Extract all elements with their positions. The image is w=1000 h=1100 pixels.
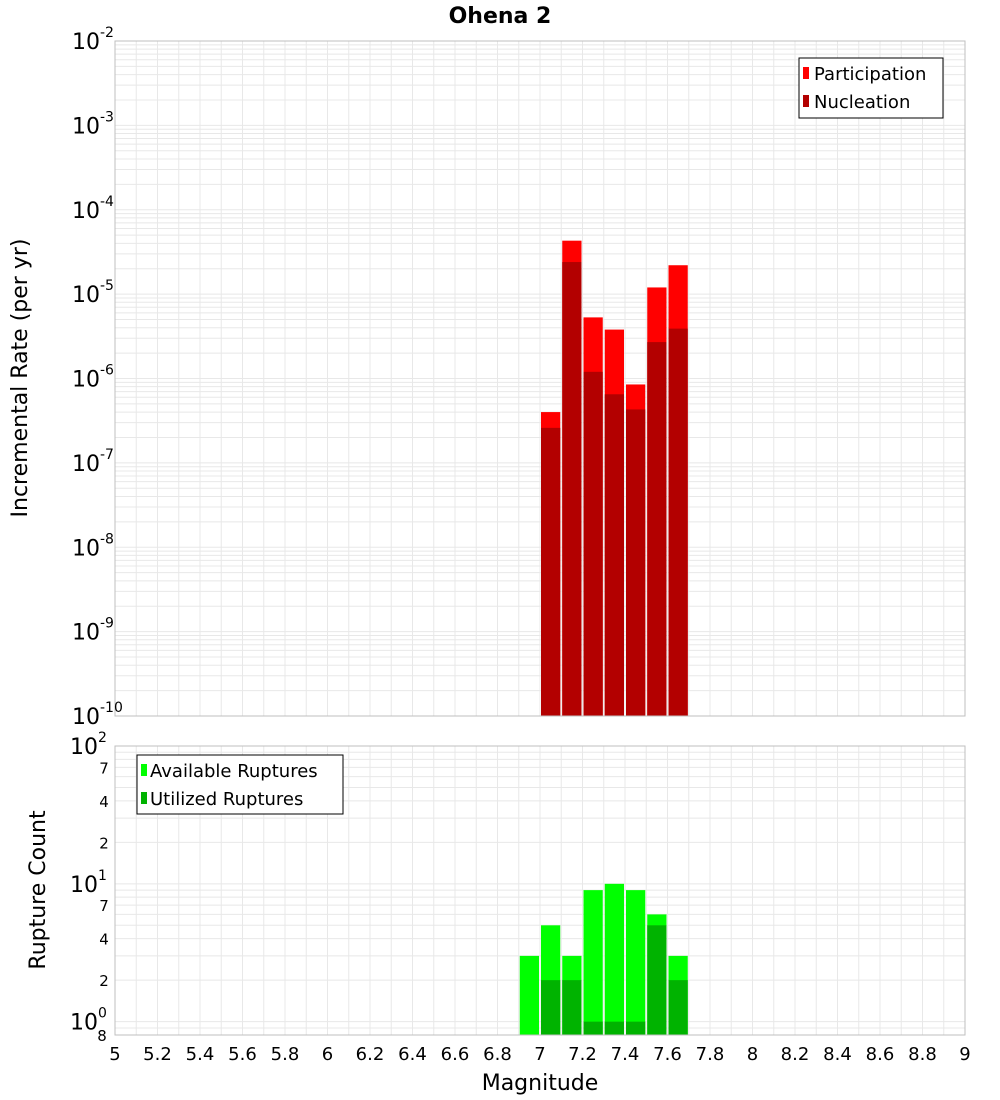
rate-y-tick-label: 10-5	[72, 278, 114, 308]
x-tick-label: 5.6	[228, 1044, 257, 1065]
count-y-minor-tick-label: 4	[99, 793, 109, 811]
nucleation-legend-label: Nucleation	[814, 92, 910, 113]
rate-y-tick-label: 10-4	[72, 194, 114, 224]
utilized-ruptures-bar	[647, 925, 667, 1035]
count-plot-y-ticks: 102 101 100 7 4 2 7 4 2 8	[70, 730, 109, 1045]
x-tick-label: 8.2	[781, 1044, 810, 1065]
rate-y-tick-label: 10-10	[72, 700, 123, 730]
rate-y-tick-label: 10-3	[72, 109, 114, 139]
rate-y-tick-label: 10-9	[72, 616, 114, 646]
x-tick-label: 7	[534, 1044, 545, 1065]
count-y-minor-tick-label: 2	[99, 834, 109, 852]
nucleation-bar	[562, 262, 582, 716]
nucleation-bar	[668, 328, 688, 716]
count-plot: 102 101 100 7 4 2 7 4 2 8 Rupture Count Available…	[26, 730, 971, 1096]
x-tick-label: 5	[109, 1044, 120, 1065]
utilized-legend-label: Utilized Ruptures	[150, 789, 303, 810]
count-y-tick-label: 102	[70, 730, 107, 760]
participation-legend-swatch	[803, 67, 809, 79]
utilized-ruptures-bar	[626, 1021, 646, 1035]
x-tick-label: 6.8	[483, 1044, 512, 1065]
rate-y-tick-label: 10-8	[72, 531, 114, 561]
nucleation-bar	[626, 409, 646, 716]
x-tick-label: 6.4	[398, 1044, 427, 1065]
x-tick-label: 9	[959, 1044, 970, 1065]
rate-y-axis-label: Incremental Rate (per yr)	[8, 239, 33, 518]
available-ruptures-bar	[604, 883, 624, 1035]
x-tick-label: 8.8	[908, 1044, 937, 1065]
utilized-legend-swatch	[141, 792, 147, 804]
x-tick-label: 6.6	[441, 1044, 470, 1065]
x-tick-label: 6	[322, 1044, 333, 1065]
x-tick-label: 7.2	[568, 1044, 597, 1065]
x-tick-label: 8.4	[823, 1044, 852, 1065]
count-y-minor-tick-label: 7	[99, 759, 109, 777]
rate-plot-frame	[114, 40, 966, 717]
x-tick-label: 5.2	[143, 1044, 172, 1065]
count-y-axis-label: Rupture Count	[26, 810, 51, 970]
count-plot-grid	[114, 745, 966, 1036]
nucleation-bar	[541, 427, 561, 716]
x-tick-label: 6.2	[356, 1044, 385, 1065]
rate-legend: Participation Nucleation	[798, 57, 944, 119]
rate-plot-bars	[541, 240, 688, 717]
count-plot-bars	[519, 883, 688, 1035]
count-y-minor-tick-label: 7	[99, 897, 109, 915]
rate-plot-grid	[114, 40, 966, 717]
chart-title: Ohena 2	[449, 4, 552, 29]
available-legend-swatch	[141, 764, 147, 776]
utilized-ruptures-bar	[668, 980, 688, 1035]
participation-legend-label: Participation	[814, 64, 926, 85]
rate-y-tick-label: 10-7	[72, 447, 114, 477]
rate-y-tick-label: 10-2	[72, 25, 114, 55]
rate-legend-box	[798, 57, 944, 119]
x-axis-label: Magnitude	[482, 1071, 599, 1096]
count-legend: Available Ruptures Utilized Ruptures	[136, 754, 344, 815]
count-legend-box	[136, 754, 344, 815]
available-ruptures-bar	[519, 955, 539, 1035]
available-ruptures-bar	[626, 890, 646, 1035]
count-y-tick-label: 101	[70, 868, 107, 898]
x-tick-label: 7.8	[696, 1044, 725, 1065]
x-tick-label: 5.8	[271, 1044, 300, 1065]
nucleation-bar	[647, 342, 667, 716]
rate-plot-y-ticks: 10-2 10-3 10-4 10-5 10-6 10-7 10-8 10-9 10-10	[72, 25, 123, 730]
x-tick-label: 7.6	[653, 1044, 682, 1065]
count-y-minor-tick-label: 4	[99, 931, 109, 949]
utilized-ruptures-bar	[583, 1021, 603, 1035]
nucleation-legend-swatch	[803, 95, 809, 107]
x-tick-label: 8	[747, 1044, 758, 1065]
x-tick-label: 8.6	[866, 1044, 895, 1065]
utilized-ruptures-bar	[604, 1021, 624, 1035]
utilized-ruptures-bar	[562, 980, 582, 1035]
count-y-tick-label: 100	[70, 1006, 107, 1036]
utilized-ruptures-bar	[541, 980, 561, 1035]
rate-y-tick-label: 10-6	[72, 363, 114, 393]
count-y-minor-tick-label: 2	[99, 972, 109, 990]
nucleation-bar	[583, 371, 603, 716]
x-tick-label: 7.4	[611, 1044, 640, 1065]
x-tick-label: 5.4	[186, 1044, 215, 1065]
available-legend-label: Available Ruptures	[150, 761, 318, 782]
rate-plot: 10-2 10-3 10-4 10-5 10-6 10-7 10-8 10-9 10-10 In…	[8, 25, 966, 730]
count-y-minor-tick-label: 8	[97, 1027, 107, 1045]
nucleation-bar	[604, 394, 624, 716]
x-axis-ticks: 5 5.2 5.4 5.6 5.8 6 6.2 6.4 6.6 6.8 7 7.2 7.4 7.6 7.8 8…	[109, 1044, 970, 1065]
available-ruptures-bar	[583, 890, 603, 1035]
count-plot-frame	[114, 745, 966, 1036]
